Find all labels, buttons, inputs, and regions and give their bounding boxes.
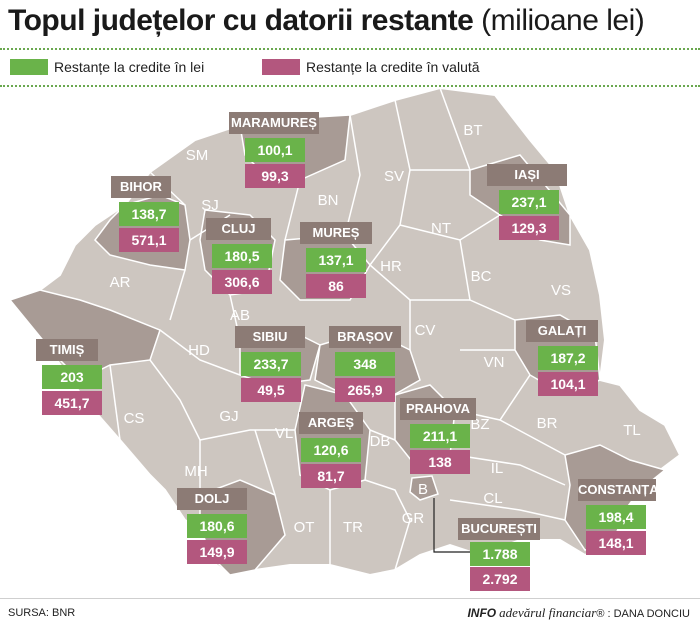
county-name: GALAȚI [526, 320, 598, 342]
footer: SURSA: BNR INFO adevărul financiar® : DA… [0, 598, 700, 626]
county-name: BUCUREȘTI [458, 518, 540, 540]
info-label: INFO [467, 606, 497, 620]
value-lei: 348 [335, 352, 395, 376]
map-code-bt: BT [463, 122, 482, 139]
value-lei: 180,5 [212, 244, 272, 268]
bucuresti-leader-line [433, 498, 470, 553]
map-code-sv: SV [384, 168, 404, 185]
value-valuta: 148,1 [586, 531, 646, 555]
value-lei: 180,6 [187, 514, 247, 538]
author-credit: DANA DONCIU [613, 608, 690, 620]
value-valuta: 306,6 [212, 270, 272, 294]
value-lei: 203 [42, 365, 102, 389]
value-valuta: 99,3 [245, 164, 305, 188]
map-code-gj: GJ [219, 408, 238, 425]
map-code-cv: CV [415, 322, 436, 339]
value-valuta: 451,7 [42, 391, 102, 415]
county-name: CLUJ [206, 218, 271, 240]
title-unit: (milioane lei) [481, 4, 645, 37]
map-code-hr: HR [380, 258, 402, 275]
map-code-cs: CS [124, 410, 145, 427]
copyright-icon: ® [596, 608, 605, 620]
value-lei: 1.788 [470, 542, 530, 566]
map-code-sj: SJ [201, 197, 219, 214]
county-name: CONSTANȚA [578, 479, 659, 501]
value-lei: 233,7 [241, 352, 301, 376]
map-code-bn: BN [318, 192, 339, 209]
county-name: PRAHOVA [400, 398, 476, 420]
map-code-ab: AB [230, 307, 250, 324]
value-lei: 100,1 [245, 138, 305, 162]
map-code-vn: VN [484, 354, 505, 371]
map-code-mh: MH [184, 463, 207, 480]
county-name: TIMIȘ [36, 339, 98, 361]
map-code-ot: OT [294, 519, 315, 536]
source-note: SURSA: BNR [8, 607, 76, 619]
value-valuta: 571,1 [119, 228, 179, 252]
legend-label-lei: Restanțe la credite în lei [54, 59, 205, 75]
county-name: SIBIU [235, 326, 305, 348]
map-code-tr: TR [343, 519, 363, 536]
value-valuta: 2.792 [470, 567, 530, 591]
map-code-ar: AR [110, 274, 131, 291]
value-valuta: 49,5 [241, 378, 301, 402]
map-code-tl: TL [623, 422, 641, 439]
map-code-nt: NT [431, 220, 451, 237]
legend-swatch-valuta [262, 59, 300, 75]
legend-divider [0, 85, 700, 87]
county-name: IAȘI [487, 164, 567, 186]
value-lei: 120,6 [301, 438, 361, 462]
publisher-name: adevărul financiar [499, 605, 597, 620]
title-main: Topul județelor cu datorii restante [8, 4, 474, 37]
value-lei: 211,1 [410, 424, 470, 448]
value-lei: 137,1 [306, 248, 366, 272]
county-shape-bucuresti [409, 475, 439, 501]
county-name: DOLJ [177, 488, 247, 510]
value-lei: 187,2 [538, 346, 598, 370]
value-valuta: 138 [410, 450, 470, 474]
value-valuta: 104,1 [538, 372, 598, 396]
map-code-cl: CL [483, 490, 502, 507]
value-lei: 198,4 [586, 505, 646, 529]
county-name: MARAMUREȘ [229, 112, 319, 134]
county-name: ARGEȘ [299, 412, 363, 434]
value-valuta: 81,7 [301, 464, 361, 488]
map-code-db: DB [370, 433, 391, 450]
value-lei: 138,7 [119, 202, 179, 226]
map-code-hd: HD [188, 342, 210, 359]
credits: INFO adevărul financiar® : DANA DONCIU [467, 605, 690, 620]
map-code-vl: VL [275, 425, 293, 442]
map-code-bc: BC [471, 268, 492, 285]
map-code-vs: VS [551, 282, 571, 299]
value-valuta: 149,9 [187, 540, 247, 564]
value-valuta: 265,9 [335, 378, 395, 402]
page-title: Topul județelor cu datorii restante (mil… [8, 4, 645, 38]
legend-label-valuta: Restanțe la credite în valută [306, 59, 480, 75]
legend-swatch-lei [10, 59, 48, 75]
map-code-il: IL [491, 460, 504, 477]
map-code-bz: BZ [470, 416, 489, 433]
value-valuta: 129,3 [499, 216, 559, 240]
county-name: BIHOR [111, 176, 171, 198]
county-name: BRAȘOV [329, 326, 401, 348]
map-code-gr: GR [402, 510, 425, 527]
county-name: MUREȘ [300, 222, 372, 244]
map-code-br: BR [537, 415, 558, 432]
value-valuta: 86 [306, 274, 366, 298]
map-code-b: B [418, 481, 428, 498]
title-divider [0, 48, 700, 50]
value-lei: 237,1 [499, 190, 559, 214]
map-code-sm: SM [186, 147, 209, 164]
